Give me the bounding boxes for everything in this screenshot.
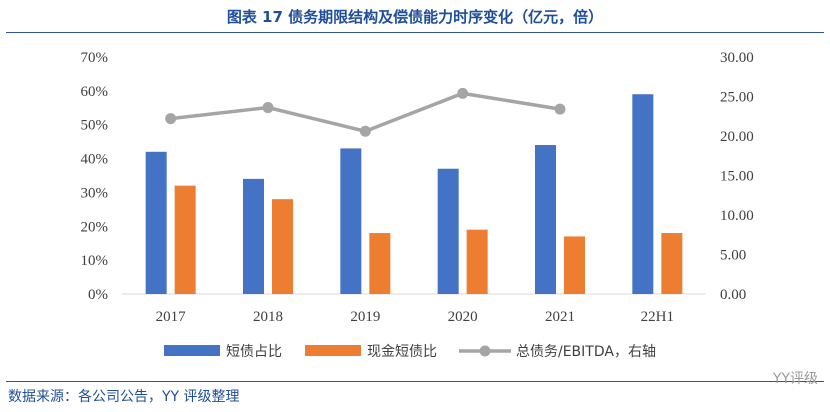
bar-short-debt-ratio — [632, 94, 654, 294]
bar-cash-short-debt-ratio — [661, 233, 683, 294]
point-debt-ebitda — [359, 125, 371, 137]
source-note: 数据来源：各公司公告，YY 评级整理 — [8, 389, 240, 405]
legend-label-short-debt: 短债占比 — [226, 344, 282, 360]
x-tick-label: 2020 — [448, 309, 478, 325]
bar-short-debt-ratio — [243, 178, 264, 294]
source-rule — [6, 381, 824, 382]
point-debt-ebitda — [165, 113, 177, 125]
x-tick-label: 22H1 — [641, 309, 674, 325]
bar-short-debt-ratio — [437, 168, 459, 294]
bar-cash-short-debt-ratio — [466, 229, 488, 294]
y-left-tick-label: 10% — [81, 253, 109, 269]
y-right-tick-label: 15.00 — [720, 169, 754, 185]
y-right-tick-label: 30.00 — [720, 50, 754, 66]
line-debt-ebitda — [170, 91, 561, 134]
bar-short-debt-ratio — [145, 151, 167, 294]
point-debt-ebitda — [262, 102, 274, 114]
y-left-tick-label: 40% — [81, 152, 109, 168]
y-right-tick-label: 20.00 — [720, 129, 754, 145]
title-rule — [6, 32, 824, 33]
y-left-tick-label: 70% — [81, 50, 109, 66]
point-debt-ebitda — [457, 87, 469, 99]
chart-area: 0% 10% 20% 30% 40% 50% 60% 70% 0.00 5.00 10.00 15.0… — [81, 50, 754, 360]
x-tick-label: 2021 — [545, 309, 575, 325]
y-left-tick-label: 30% — [81, 185, 109, 201]
legend-label-debt-ebitda: 总债务/EBITDA，右轴 — [516, 344, 656, 360]
legend-swatch-cash-ratio — [305, 345, 361, 356]
chart-title: 图表 17 债务期限结构及偿债能力时序变化（亿元，倍） — [226, 8, 604, 26]
y-left-tick-label: 60% — [81, 84, 109, 100]
watermark: YY评级 — [772, 371, 818, 387]
y-right-tick-label: 25.00 — [720, 90, 754, 106]
legend-marker-debt-ebitda — [479, 345, 491, 357]
x-tick-label: 2019 — [350, 309, 380, 325]
bar-cash-short-debt-ratio — [369, 233, 391, 294]
x-tick-label: 2017 — [156, 309, 187, 325]
bar-short-debt-ratio — [535, 145, 556, 294]
bar-short-debt-ratio — [340, 148, 362, 294]
point-debt-ebitda — [554, 103, 566, 115]
legend-label-cash-ratio: 现金短债比 — [367, 344, 437, 360]
x-tick-label: 2018 — [253, 309, 283, 325]
bar-cash-short-debt-ratio — [272, 199, 293, 294]
bar-cash-short-debt-ratio — [174, 185, 196, 294]
y-left-tick-label: 0% — [88, 287, 108, 303]
legend-swatch-short-debt — [164, 345, 220, 356]
y-right-tick-label: 5.00 — [720, 248, 746, 264]
y-left-tick-label: 50% — [81, 118, 109, 134]
bar-cash-short-debt-ratio — [564, 236, 585, 294]
y-right-tick-label: 0.00 — [720, 287, 746, 303]
y-right-tick-label: 10.00 — [720, 208, 754, 224]
y-left-tick-label: 20% — [81, 219, 109, 235]
